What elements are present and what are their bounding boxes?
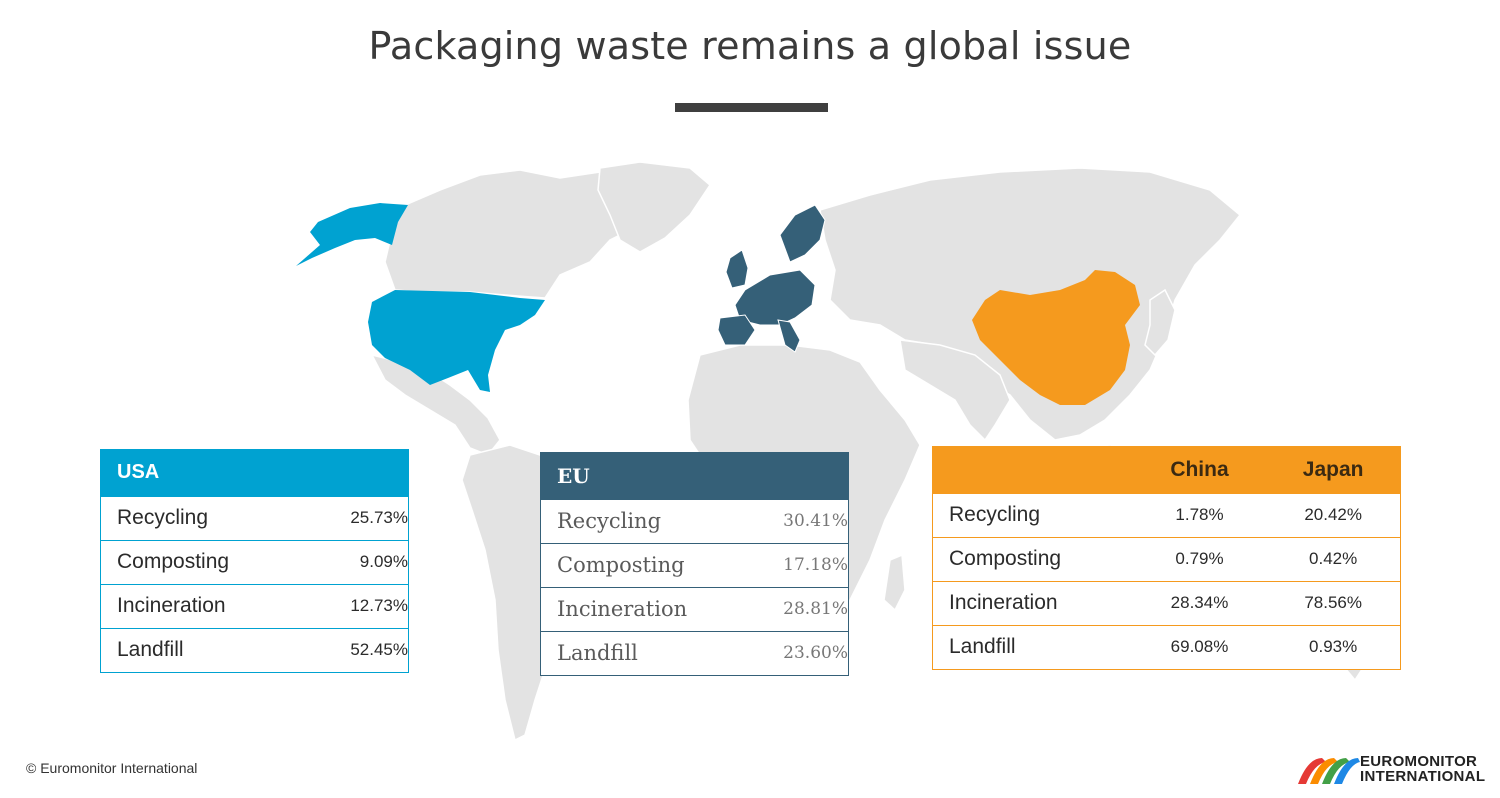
logo-line-2: INTERNATIONAL bbox=[1360, 768, 1486, 785]
japan-shape bbox=[1144, 288, 1176, 357]
china-value: 1.78% bbox=[1132, 492, 1267, 537]
italy-shape bbox=[777, 319, 801, 353]
row-label: Recycling bbox=[541, 498, 740, 543]
row-value: 23.60% bbox=[739, 630, 848, 675]
table-row: Recycling 1.78% 20.42% bbox=[933, 492, 1400, 537]
row-value: 12.73% bbox=[296, 583, 408, 628]
row-label: Incineration bbox=[541, 586, 740, 631]
table-row: Landfill 52.45% bbox=[101, 627, 408, 672]
row-label: Landfill bbox=[541, 630, 740, 675]
madagascar-shape bbox=[883, 553, 906, 612]
table-row: Incineration 28.34% 78.56% bbox=[933, 580, 1400, 625]
row-value: 9.09% bbox=[296, 539, 408, 584]
table-row: Incineration 28.81% bbox=[541, 586, 848, 631]
table-row: Recycling 25.73% bbox=[101, 495, 408, 540]
row-label: Landfill bbox=[933, 624, 1133, 669]
table-row: Landfill 69.08% 0.93% bbox=[933, 624, 1400, 669]
table-header-row: China Japan bbox=[933, 447, 1400, 493]
china-shape bbox=[972, 270, 1140, 405]
row-label: Composting bbox=[541, 542, 740, 587]
iberia-shape bbox=[717, 314, 756, 346]
japan-value: 0.42% bbox=[1266, 536, 1400, 581]
table-row: Landfill 23.60% bbox=[541, 630, 848, 675]
table-row: Recycling 30.41% bbox=[541, 498, 848, 543]
table-row: Composting 9.09% bbox=[101, 539, 408, 584]
table-row: Incineration 12.73% bbox=[101, 583, 408, 628]
row-label: Composting bbox=[101, 539, 297, 584]
euromonitor-logo-icon bbox=[1298, 758, 1360, 784]
japan-value: 0.93% bbox=[1266, 624, 1400, 669]
page-title: Packaging waste remains a global issue bbox=[368, 24, 1132, 68]
header-blank bbox=[933, 447, 1133, 493]
row-label: Incineration bbox=[101, 583, 297, 628]
china-value: 28.34% bbox=[1132, 580, 1267, 625]
uk-shape bbox=[725, 249, 749, 289]
row-value: 30.41% bbox=[739, 498, 848, 543]
usa-table: USA Recycling 25.73% Composting 9.09% In… bbox=[100, 449, 409, 673]
row-label: Composting bbox=[933, 536, 1133, 581]
eu-header: EU bbox=[541, 453, 848, 499]
japan-value: 20.42% bbox=[1266, 492, 1400, 537]
column-header-china: China bbox=[1170, 457, 1229, 481]
greenland-shape bbox=[597, 161, 711, 253]
table-row: Composting 17.18% bbox=[541, 542, 848, 587]
japan-value: 78.56% bbox=[1266, 580, 1400, 625]
china-japan-table: China Japan Recycling 1.78% 20.42% Compo… bbox=[932, 446, 1401, 670]
table-row: Composting 0.79% 0.42% bbox=[933, 536, 1400, 581]
column-header-japan: Japan bbox=[1302, 457, 1364, 481]
row-value: 25.73% bbox=[296, 495, 408, 540]
row-label: Landfill bbox=[101, 627, 297, 672]
scandinavia-shape bbox=[779, 204, 826, 263]
logo-line-1: EUROMONITOR bbox=[1360, 753, 1478, 770]
china-value: 0.79% bbox=[1132, 536, 1267, 581]
copyright-text: © Euromonitor International bbox=[26, 760, 198, 776]
usa-header: USA bbox=[101, 450, 408, 496]
alaska-shape bbox=[296, 203, 408, 266]
western-europe-shape bbox=[734, 269, 816, 326]
row-label: Incineration bbox=[933, 580, 1133, 625]
row-label: Recycling bbox=[933, 492, 1133, 537]
logo-wordmark: EUROMONITOR INTERNATIONAL bbox=[1360, 754, 1485, 784]
row-value: 52.45% bbox=[296, 627, 408, 672]
title-underline bbox=[675, 103, 828, 112]
eu-table: EU Recycling 30.41% Composting 17.18% In… bbox=[540, 452, 849, 676]
usa-mainland-shape bbox=[368, 290, 545, 392]
india-shape bbox=[899, 339, 1011, 442]
row-value: 17.18% bbox=[739, 542, 848, 587]
row-label: Recycling bbox=[101, 495, 297, 540]
row-value: 28.81% bbox=[739, 586, 848, 631]
china-value: 69.08% bbox=[1132, 624, 1267, 669]
